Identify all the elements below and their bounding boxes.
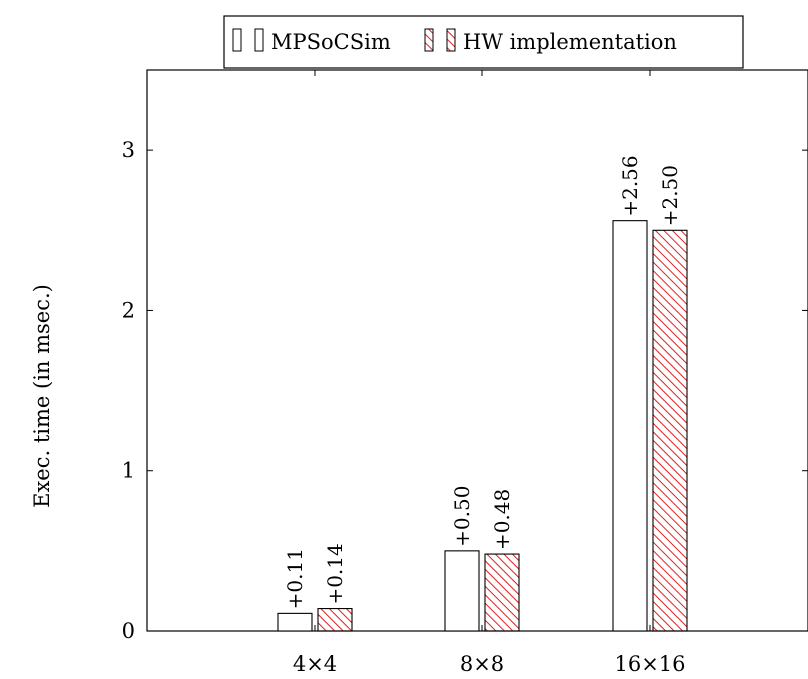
legend-box xyxy=(223,15,744,69)
y-tick-label: 3 xyxy=(122,138,135,162)
bar-mpsocsim xyxy=(277,612,313,632)
y-tick-label: 1 xyxy=(122,459,135,483)
bars: +0.11 +0.14 +0.50 +0.48 +2.56 +2.50 xyxy=(277,155,688,632)
legend-swatch-mpsocsim-a xyxy=(232,28,242,52)
bar-hw xyxy=(484,553,520,632)
legend-label-hw: HW implementation xyxy=(463,30,677,54)
bar-hw xyxy=(317,608,353,632)
bar-value-label-hw: +0.14 xyxy=(323,543,347,604)
y-ticks: 0 1 2 3 xyxy=(122,138,808,643)
bar-value-label-mpsocsim: +0.11 xyxy=(283,548,307,609)
y-axis-title: Exec. time (in msec.) xyxy=(30,284,54,508)
bar-value-label-hw: +2.50 xyxy=(658,165,682,226)
bar-mpsocsim xyxy=(612,220,648,632)
legend-swatch-hw-b xyxy=(446,28,456,52)
legend-entry-hw: HW implementation xyxy=(424,28,677,54)
x-tick-labels: 4×4 8×8 16×16 xyxy=(293,70,686,676)
legend-entry-mpsocsim: MPSoCSim xyxy=(232,28,391,54)
x-tick-label: 4×4 xyxy=(293,652,337,676)
bar-value-label-mpsocsim: +0.50 xyxy=(450,486,474,547)
plot-frame xyxy=(146,69,808,632)
legend-swatch-hw-a xyxy=(424,28,434,52)
bar-hw xyxy=(652,229,688,632)
bar-mpsocsim xyxy=(444,550,480,632)
x-tick-label: 16×16 xyxy=(614,652,685,676)
y-tick-label: 0 xyxy=(122,619,135,643)
x-tick-label: 8×8 xyxy=(460,652,504,676)
bar-value-label-mpsocsim: +2.56 xyxy=(618,155,642,216)
legend-swatch-mpsocsim-b xyxy=(254,28,264,52)
legend-label-mpsocsim: MPSoCSim xyxy=(271,30,391,54)
legend: MPSoCSim HW implementation xyxy=(223,15,744,69)
bar-value-label-hw: +0.48 xyxy=(490,489,514,550)
y-tick-label: 2 xyxy=(122,298,135,322)
